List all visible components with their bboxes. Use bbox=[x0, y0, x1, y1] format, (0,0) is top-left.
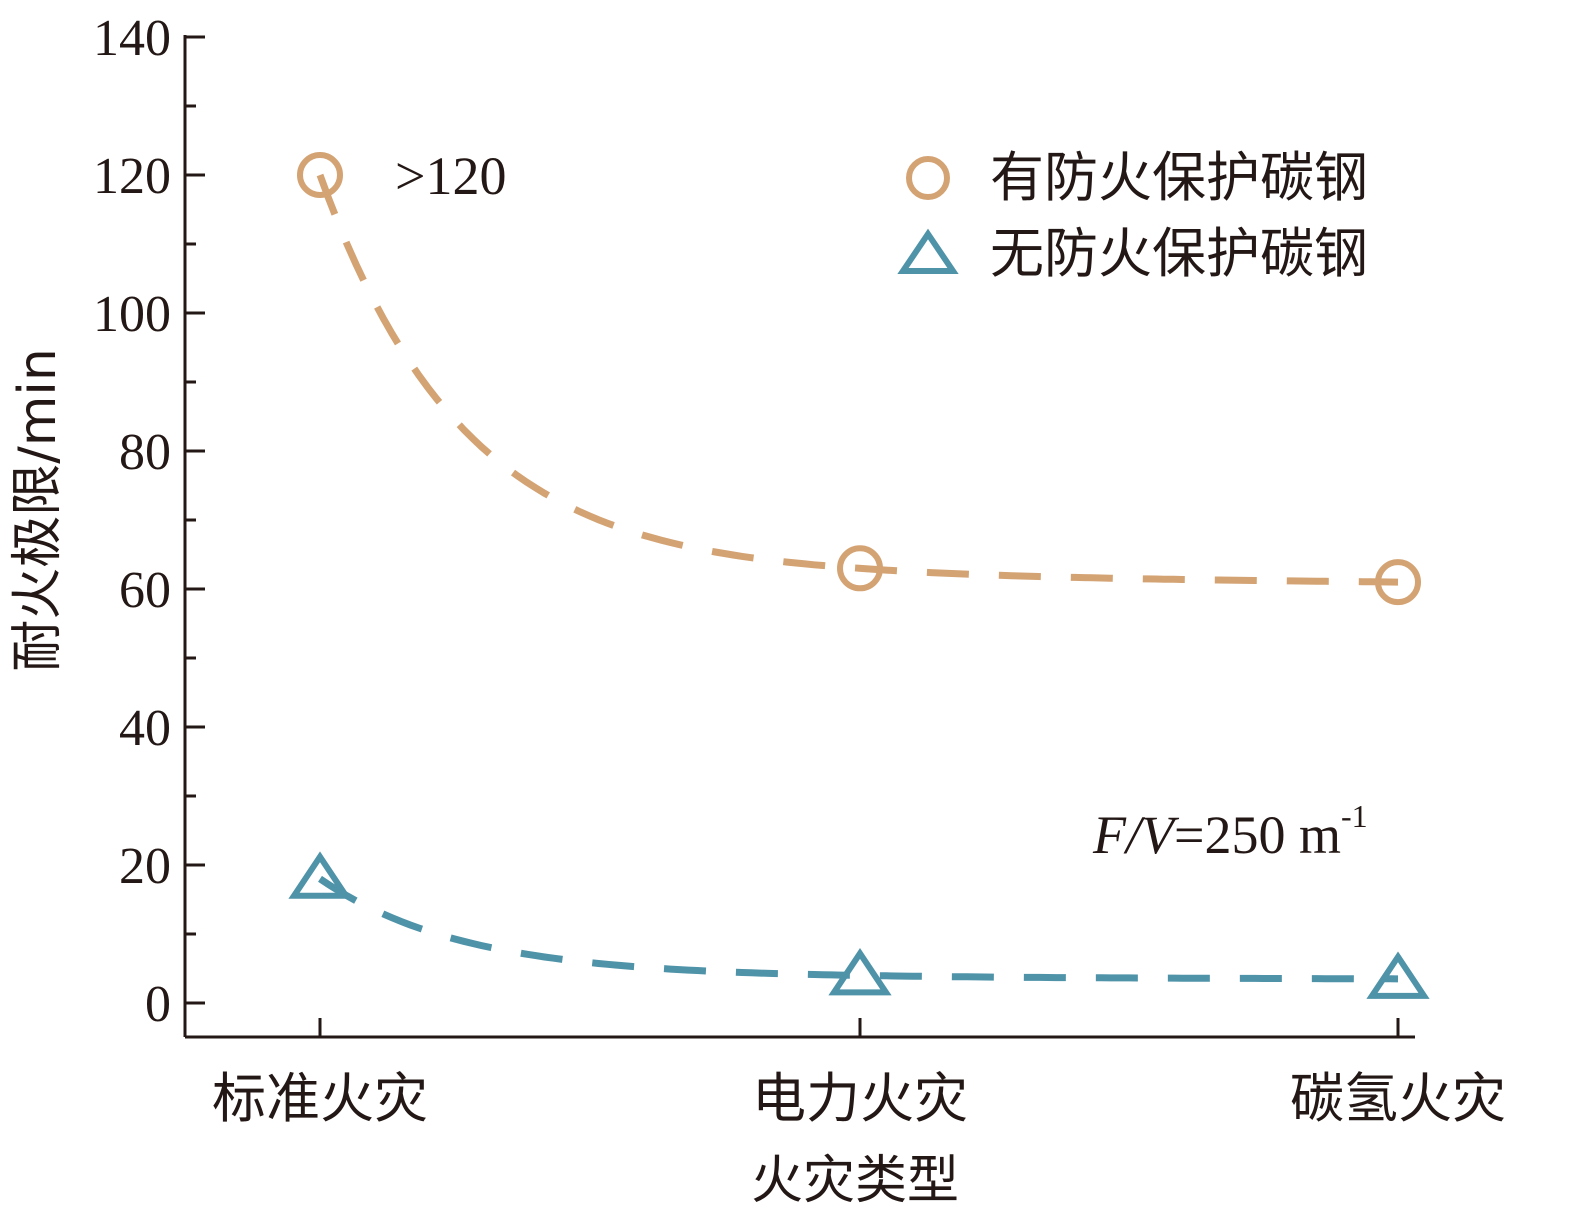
y-axis-title: 耐火极限/min bbox=[8, 348, 68, 672]
x-categories: 标准火灾 电力火灾 碳氢火灾 bbox=[212, 1018, 1506, 1130]
y-ticks: 0 20 40 60 80 100 120 140 bbox=[93, 10, 205, 1033]
x-category-label: 碳氢火灾 bbox=[1290, 1067, 1506, 1130]
y-tick-label: 20 bbox=[119, 838, 171, 895]
y-tick-label: 100 bbox=[93, 286, 171, 343]
annotation-over-120: >120 bbox=[395, 146, 506, 206]
data-point-protected bbox=[837, 545, 883, 592]
legend-triangle-marker bbox=[897, 228, 959, 274]
legend-label-unprotected: 无防火保护碳钢 bbox=[990, 222, 1368, 285]
data-point-unprotected bbox=[288, 851, 352, 899]
y-tick-label: 60 bbox=[119, 562, 171, 619]
annotation-fv-exp: -1 bbox=[1341, 798, 1368, 834]
fit-curves bbox=[316, 173, 1399, 983]
data-point-unprotected bbox=[1366, 951, 1430, 999]
x-category-label: 标准火灾 bbox=[212, 1067, 428, 1130]
y-tick-label: 140 bbox=[93, 10, 171, 67]
legend-circle-marker bbox=[906, 156, 950, 200]
data-point-protected bbox=[297, 152, 343, 198]
fit-curve-protected bbox=[316, 173, 1399, 586]
y-tick-label: 40 bbox=[119, 700, 171, 757]
data-point-unprotected bbox=[828, 947, 892, 996]
annotation-fv: F/V=250 m-1 bbox=[1092, 798, 1368, 865]
data-markers bbox=[288, 152, 1430, 999]
legend-label-protected: 有防火保护碳钢 bbox=[990, 146, 1368, 209]
legend: 有防火保护碳钢 无防火保护碳钢 bbox=[897, 146, 1368, 285]
x-category-label: 电力火灾 bbox=[752, 1067, 968, 1130]
annotation-fv-prefix: F/V bbox=[1092, 805, 1180, 865]
y-tick-label: 0 bbox=[145, 976, 171, 1033]
data-point-protected bbox=[1375, 559, 1421, 606]
x-axis-title: 火灾类型 bbox=[751, 1151, 959, 1211]
annotation-fv-value: =250 m bbox=[1174, 805, 1341, 865]
y-tick-label: 120 bbox=[93, 148, 171, 205]
axes bbox=[183, 35, 1415, 1039]
fit-curve-unprotected bbox=[318, 875, 1399, 983]
y-tick-label: 80 bbox=[119, 424, 171, 481]
